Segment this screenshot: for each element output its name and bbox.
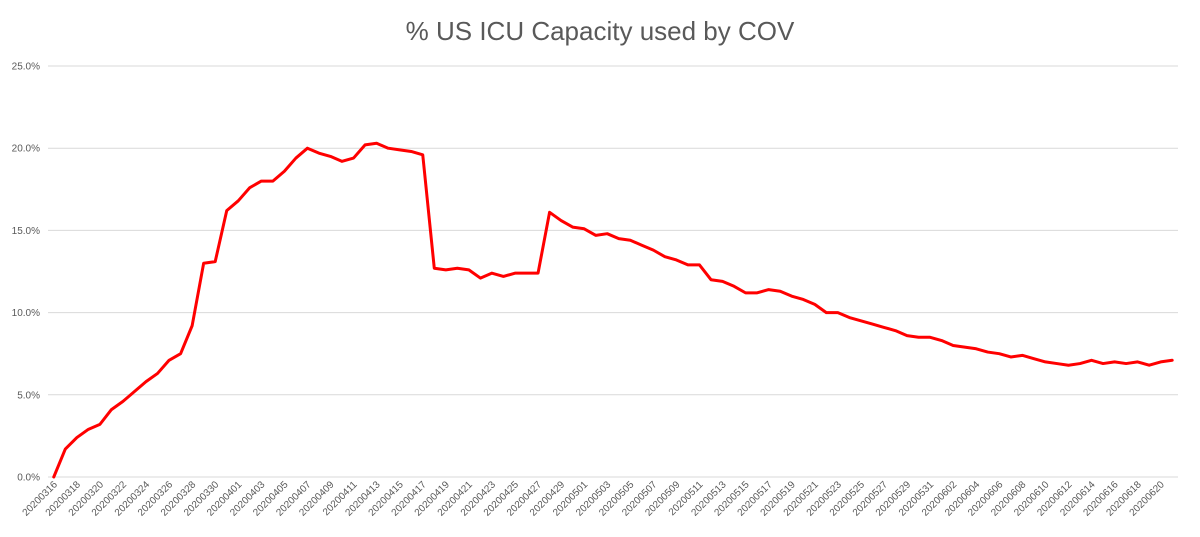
y-tick-label: 5.0% [17, 390, 40, 401]
x-axis: 2020031620200318202003202020032220200324… [21, 479, 1167, 519]
y-tick-label: 10.0% [12, 308, 40, 319]
gridlines [48, 65, 1178, 478]
y-axis: 0.0% 5.0% 10.0% 15.0% 20.0% 25.0% [12, 62, 40, 484]
series-line [52, 141, 1174, 479]
y-tick-label: 25.0% [12, 62, 40, 73]
series-layer [52, 141, 1174, 479]
y-tick-label: 0.0% [17, 473, 40, 484]
y-tick-label: 15.0% [12, 226, 40, 237]
y-tick-label: 20.0% [12, 144, 40, 155]
chart-title: % US ICU Capacity used by COV [406, 16, 795, 46]
